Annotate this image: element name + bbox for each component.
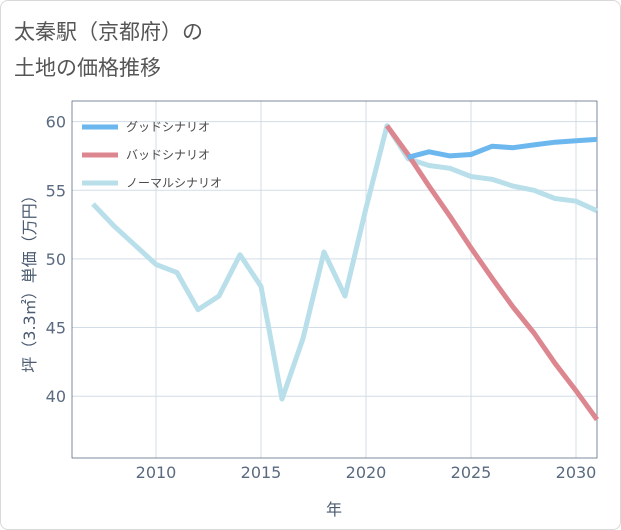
y-tick-label: 45 [46,319,66,338]
y-tick-label: 60 [46,113,66,132]
series-line-normal [91,123,599,402]
x-tick-label: 2025 [451,463,492,482]
chart-title: 太秦駅（京都府）の 土地の価格推移 [14,14,203,86]
legend-label-good: グッドシナリオ [126,120,210,134]
y-axis-label: 坪（3.3㎡）単価（万円） [20,187,39,372]
y-tick-label: 55 [46,181,66,200]
grid-lines [72,101,597,458]
series-line-bad [384,124,600,422]
plot-area-border [71,100,598,459]
chart-title-line1: 太秦駅（京都府）の [14,20,203,44]
x-tick-label: 2015 [241,463,282,482]
legend-label-bad: バッドシナリオ [126,148,210,162]
legend-label-normal: ノーマルシナリオ [126,176,222,190]
x-axis-label: 年 [326,500,342,519]
chart-title-line2: 土地の価格推移 [14,56,161,80]
tick-labels: 2010 2015 2020 2025 2030 40 45 50 55 60 [46,113,597,482]
series-line-good [407,136,598,160]
series-lines [91,123,600,422]
y-tick-label: 40 [46,387,66,406]
y-tick-label: 50 [46,250,66,269]
x-tick-label: 2010 [136,463,177,482]
x-tick-label: 2020 [346,463,387,482]
x-tick-label: 2030 [556,463,597,482]
